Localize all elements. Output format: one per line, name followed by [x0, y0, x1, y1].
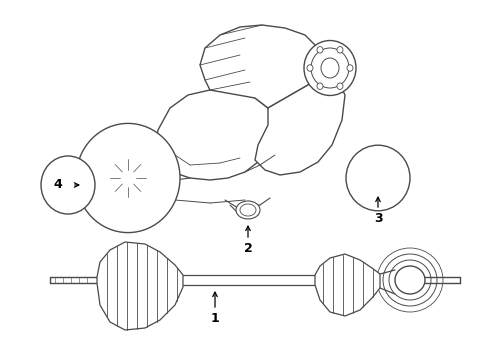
Text: 1: 1	[211, 311, 220, 324]
Ellipse shape	[337, 83, 343, 89]
Ellipse shape	[236, 201, 260, 219]
Ellipse shape	[347, 65, 353, 71]
Polygon shape	[152, 90, 272, 195]
Ellipse shape	[304, 40, 356, 95]
Polygon shape	[138, 160, 158, 195]
Polygon shape	[255, 65, 345, 175]
Polygon shape	[315, 254, 380, 316]
Ellipse shape	[317, 46, 323, 53]
Ellipse shape	[76, 123, 180, 233]
Ellipse shape	[337, 46, 343, 53]
Ellipse shape	[307, 65, 313, 71]
Ellipse shape	[317, 83, 323, 89]
Ellipse shape	[395, 266, 425, 294]
Polygon shape	[200, 25, 320, 108]
Text: 4: 4	[53, 179, 62, 192]
Ellipse shape	[41, 156, 95, 214]
Text: 2: 2	[244, 242, 252, 255]
Ellipse shape	[346, 145, 410, 211]
Polygon shape	[97, 242, 183, 330]
Text: 3: 3	[374, 211, 382, 225]
